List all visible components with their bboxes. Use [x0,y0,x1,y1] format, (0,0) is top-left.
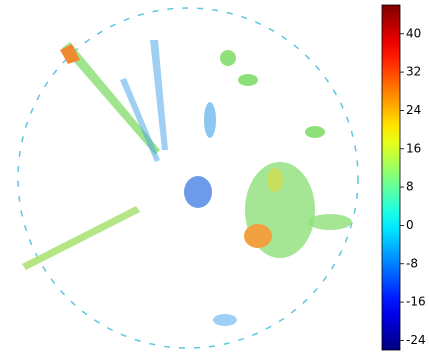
radar-field [18,8,358,348]
echo-blob [204,102,216,138]
chart: 40 32 24 16 8 0 -8 -16 -24 [0,0,429,354]
echo-streak [22,206,140,270]
echo-core [267,168,283,192]
echo-blob [213,314,237,326]
colorbar-tick-label: 0 [406,218,414,232]
colorbar-tick-label: 32 [406,65,421,79]
colorbar-tick-label: 24 [406,103,421,117]
echo-core [244,224,272,248]
echo-blob [308,214,352,230]
echo-streak [150,40,168,150]
echo-blob [238,74,258,86]
colorbar-tick-label: 40 [406,26,421,40]
echo-blob [305,126,325,138]
colorbar-tick-label: -16 [406,295,426,309]
colorbar-tick-label: -24 [406,333,426,347]
echo-blob [220,50,236,66]
echo-core [60,44,80,64]
colorbar-tick-label: 16 [406,141,421,155]
colorbar [382,5,400,350]
colorbar-tick-label: 8 [406,180,414,194]
colorbar-tick-label: -8 [406,256,418,270]
echo-blob [184,176,212,208]
